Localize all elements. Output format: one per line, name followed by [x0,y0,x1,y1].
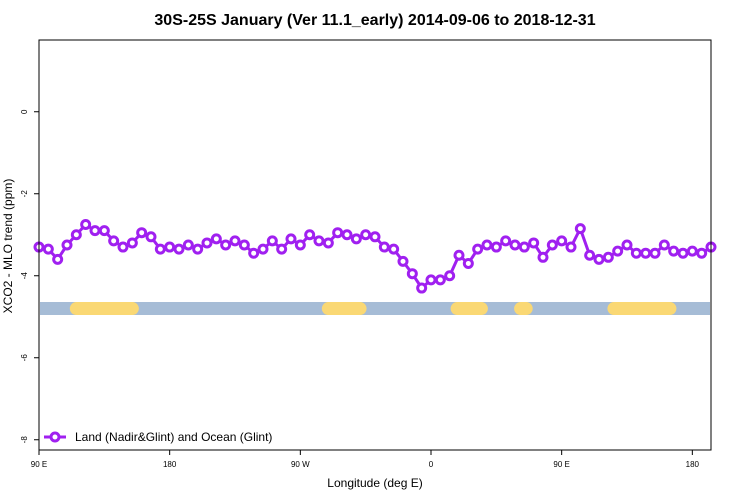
data-point [266,235,278,247]
data-point [574,223,586,235]
data-point [350,233,362,245]
x-tick-label: 0 [429,460,434,469]
data-point [397,255,409,267]
data-point [108,235,120,247]
data-point [238,239,250,251]
y-tick-label: 0 [20,109,29,114]
data-point [229,235,241,247]
data-point [294,239,306,251]
y-axis-label: XCO2 - MLO trend (ppm) [1,179,15,314]
data-point [98,225,110,237]
data-point [462,257,474,269]
data-point [117,241,129,253]
data-point [360,229,372,241]
data-point [322,237,334,249]
data-point [602,251,614,263]
data-point [61,239,73,251]
data-point [406,268,418,280]
data-point [686,245,698,257]
data-point [42,243,54,255]
data-point [182,239,194,251]
data-point [630,247,642,259]
data-point [612,245,624,257]
data-point [341,229,353,241]
data-point [304,229,316,241]
data-point [80,219,92,230]
legend-entry-label: Land (Nadir&Glint) and Ocean (Glint) [75,430,272,444]
data-point [518,241,530,253]
data-point [658,239,670,251]
data-point [509,239,521,251]
data-point [192,243,204,255]
data-point [154,243,166,255]
y-tick-label: -2 [20,190,29,198]
data-point [472,243,484,255]
x-tick-label: 180 [686,460,700,469]
data-point [70,229,82,241]
chart-title: 30S-25S January (Ver 11.1_early) 2014-09… [154,12,595,29]
data-point [490,241,502,253]
data-point [89,225,101,237]
data-point [696,247,708,259]
data-point [126,237,138,249]
data-point [453,249,465,261]
data-point [164,241,176,253]
data-point [537,251,549,263]
data-point [546,239,558,251]
data-point [145,231,157,243]
data-point [201,237,213,249]
data-point [425,274,437,286]
data-point [276,243,288,255]
data-point [444,270,456,282]
data-point [500,235,512,247]
data-point [668,245,680,257]
x-tick-label: 90 E [553,460,569,469]
data-point [649,247,661,259]
data-point [136,227,148,239]
y-tick-label: -6 [20,354,29,362]
data-point [369,231,381,243]
x-tick-label: 90 E [31,460,47,469]
data-point [248,247,260,259]
data-point [378,241,390,253]
data-point [640,247,652,259]
data-point [52,253,64,265]
x-tick-label: 90 W [291,460,310,469]
x-tick-label: 180 [163,460,177,469]
data-point [388,243,400,255]
y-tick-label: -8 [20,436,29,444]
data-point [565,241,577,253]
data-point [481,239,493,251]
data-point [220,239,232,251]
data-point [285,233,297,245]
data-point [528,237,540,249]
data-point [677,247,689,259]
data-point [584,249,596,261]
data-point [416,282,428,294]
x-axis-label: Longitude (deg E) [327,476,422,490]
data-point [332,227,344,239]
plot-area: 0 -2 -4 -6 -8 90 E 180 90 W 0 90 E 180 [20,39,717,469]
legend: Land (Nadir&Glint) and Ocean (Glint) [44,430,272,444]
data-point [210,233,222,245]
data-point [621,239,633,251]
data-point [593,253,605,265]
data-point [434,274,446,286]
legend-marker [49,431,61,443]
data-point [313,235,325,247]
plot-frame [38,39,712,451]
data-point [556,235,568,247]
y-tick-label: -4 [20,272,29,280]
data-point [257,243,269,255]
data-point [173,243,185,255]
